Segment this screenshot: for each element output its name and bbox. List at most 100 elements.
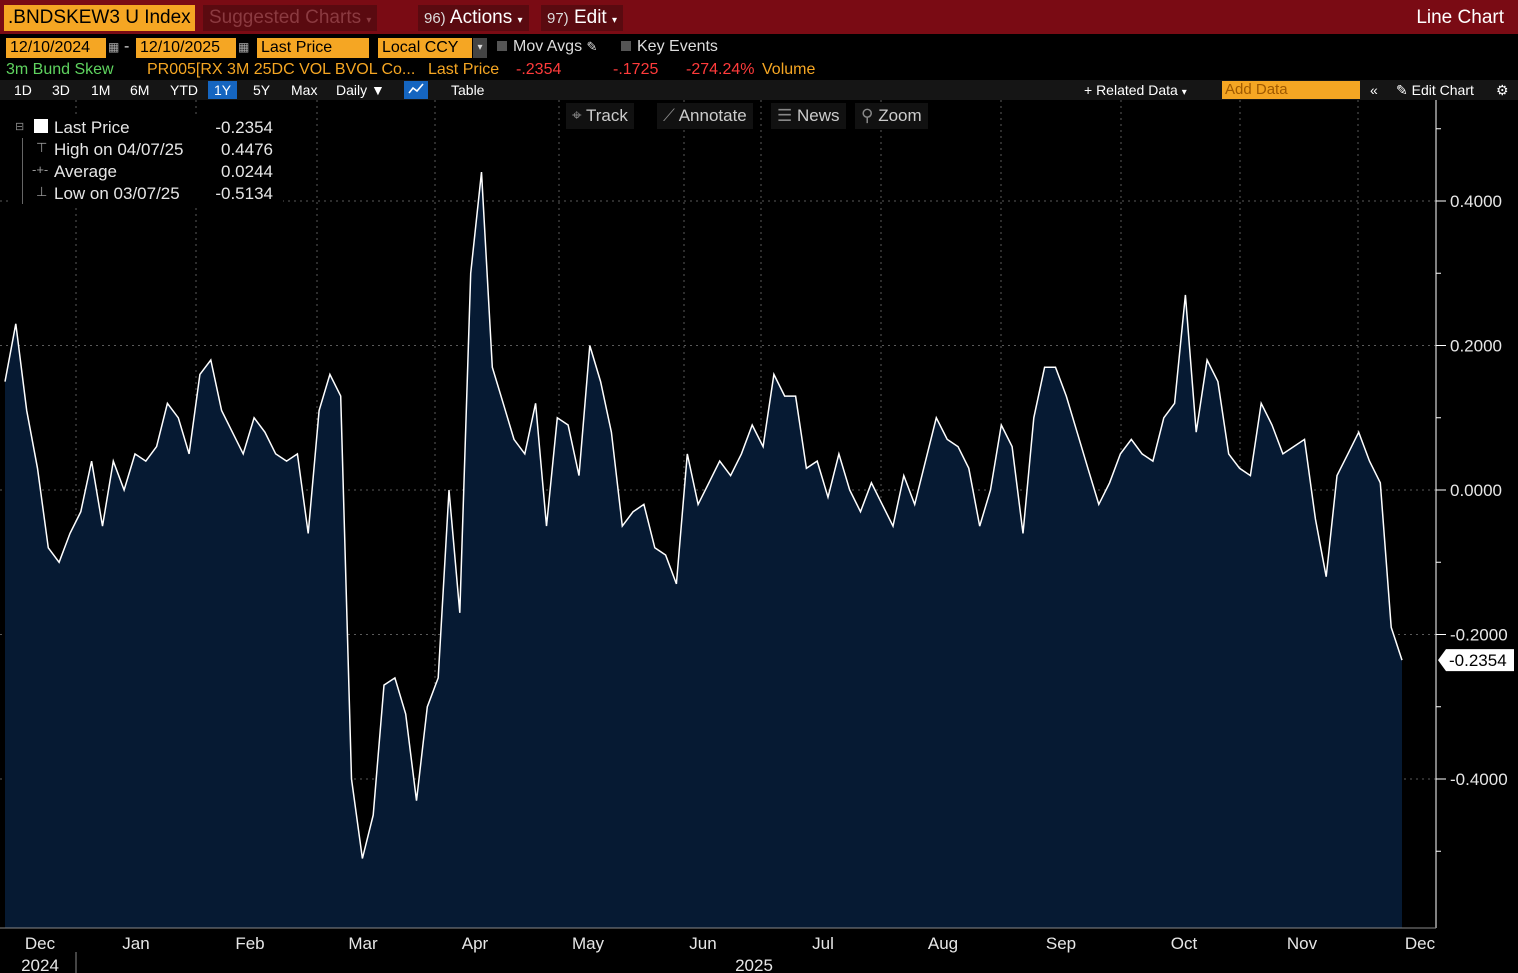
mov-avgs-toggle[interactable]: Mov Avgs ✎ bbox=[497, 37, 597, 57]
range-1m[interactable]: 1M bbox=[85, 81, 117, 99]
magnifier-icon: ⚲ bbox=[861, 106, 874, 125]
actions-number: 96) bbox=[424, 10, 446, 27]
last-value: -.2354 bbox=[516, 61, 562, 78]
annotate-tool[interactable]: ⟋ Annotate bbox=[657, 103, 753, 129]
x-tick-label: Apr bbox=[462, 934, 489, 953]
actions-label: Actions bbox=[449, 7, 513, 28]
low-marker-icon: ⊥ bbox=[36, 184, 48, 199]
key-events-toggle[interactable]: Key Events bbox=[621, 37, 718, 57]
collapse-icon[interactable]: ⊟ bbox=[15, 121, 25, 133]
currency-select[interactable]: Local CCY bbox=[378, 38, 472, 58]
x-tick-label: May bbox=[572, 934, 605, 953]
legend-last-label: Last Price bbox=[54, 118, 130, 137]
news-tool[interactable]: ☰ News bbox=[771, 103, 846, 129]
start-date-field[interactable]: 12/10/2024 bbox=[6, 38, 106, 58]
last-price-tag bbox=[1438, 649, 1514, 672]
legend-high-value: 0.4476 bbox=[221, 140, 273, 159]
series-swatch bbox=[34, 119, 48, 133]
key-events-label: Key Events bbox=[637, 38, 718, 55]
calendar-icon[interactable]: ▦ bbox=[238, 40, 250, 54]
range-1y[interactable]: 1Y bbox=[208, 81, 238, 99]
zoom-tool[interactable]: ⚲ Zoom bbox=[855, 103, 928, 129]
news-label: News bbox=[796, 106, 840, 125]
x-tick-label: Jun bbox=[689, 934, 716, 953]
annotate-icon: ⟋ bbox=[663, 106, 675, 125]
chart-legend: ⊟ ⊤ -+- ⊥ Last Price -0.2354 High on 04/… bbox=[8, 116, 283, 208]
actions-button[interactable]: 96) Actions ▾ bbox=[418, 5, 529, 31]
range-1d[interactable]: 1D bbox=[8, 81, 38, 99]
year-label: 2025 bbox=[735, 956, 773, 973]
price-area bbox=[5, 172, 1402, 929]
y-tick-label: 0.4000 bbox=[1450, 192, 1502, 211]
calendar-icon[interactable]: ▦ bbox=[108, 40, 120, 54]
y-tick-label: -0.4000 bbox=[1450, 770, 1508, 789]
security-name: 3m Bund Skew bbox=[6, 61, 114, 78]
year-label: 2024 bbox=[21, 956, 59, 973]
gear-icon[interactable]: ⚙ bbox=[1490, 81, 1515, 99]
security-field: Last Price bbox=[428, 61, 500, 78]
volume-label: Volume bbox=[762, 61, 816, 78]
high-marker-icon: ⊤ bbox=[36, 140, 48, 155]
field-select[interactable]: Last Price bbox=[257, 38, 369, 58]
range-5y[interactable]: 5Y bbox=[247, 81, 277, 99]
ticker-field[interactable]: .BNDSKEW3 U Index bbox=[4, 5, 195, 31]
x-tick-label: Feb bbox=[235, 934, 264, 953]
legend-avg-label: Average bbox=[54, 162, 118, 181]
crosshair-icon: ⌖ bbox=[572, 106, 582, 125]
annotate-label: Annotate bbox=[678, 106, 747, 125]
x-tick-label: Jul bbox=[812, 934, 834, 953]
net-change: -.1725 bbox=[613, 61, 659, 78]
pencil-icon: ✎ bbox=[586, 39, 598, 54]
zoom-label: Zoom bbox=[878, 106, 922, 125]
related-data-button[interactable]: + Related Data ▾ bbox=[1078, 81, 1193, 99]
edit-button[interactable]: 97) Edit ▾ bbox=[541, 5, 624, 31]
chevron-down-icon: ▼ bbox=[371, 82, 385, 98]
price-line bbox=[4, 172, 1403, 859]
chevron-down-icon: ▾ bbox=[1181, 87, 1187, 98]
end-date-field[interactable]: 12/10/2025 bbox=[136, 38, 236, 58]
x-tick-label: Aug bbox=[928, 934, 958, 953]
legend-last-value: -0.2354 bbox=[215, 118, 273, 137]
add-data-input[interactable]: Add Data bbox=[1222, 81, 1360, 99]
chevron-down-icon: ▾ bbox=[517, 15, 523, 26]
security-description[interactable]: PR005[RX 3M 25DC VOL BVOL Co... bbox=[147, 61, 416, 78]
edit-chart-button[interactable]: ✎ Edit Chart bbox=[1390, 81, 1480, 99]
line-chart-icon[interactable] bbox=[404, 81, 428, 99]
chevron-down-icon[interactable]: ▾ bbox=[473, 38, 487, 58]
edit-number: 97) bbox=[547, 10, 569, 27]
edit-chart-label: Edit Chart bbox=[1411, 82, 1474, 98]
range-6m[interactable]: 6M bbox=[124, 81, 156, 99]
range-3d[interactable]: 3D bbox=[46, 81, 76, 99]
checkbox-icon bbox=[621, 41, 631, 51]
legend-avg-value: 0.0244 bbox=[221, 162, 273, 181]
suggested-charts-label: Suggested Charts bbox=[209, 7, 362, 28]
legend-high-label: High on 04/07/25 bbox=[54, 140, 184, 159]
x-tick-label: Nov bbox=[1287, 934, 1318, 953]
mov-avgs-label: Mov Avgs bbox=[513, 38, 583, 55]
last-price-label: -0.2354 bbox=[1449, 651, 1507, 670]
y-tick-label: 0.0000 bbox=[1450, 481, 1502, 500]
track-label: Track bbox=[586, 106, 628, 125]
table-button[interactable]: Table bbox=[445, 81, 507, 99]
price-chart[interactable]: 0.40000.20000.0000-0.2000-0.4000-0.2354 … bbox=[0, 100, 1518, 973]
range-ytd[interactable]: YTD bbox=[164, 81, 204, 99]
x-tick-label: Jan bbox=[122, 934, 149, 953]
pct-change: -274.24% bbox=[686, 61, 755, 78]
x-tick-label: Dec bbox=[1405, 934, 1436, 953]
edit-label: Edit bbox=[573, 7, 607, 28]
x-tick-label: Mar bbox=[348, 934, 378, 953]
pencil-icon: ✎ bbox=[1396, 82, 1408, 98]
legend-low-value: -0.5134 bbox=[215, 184, 273, 203]
legend-low-label: Low on 03/07/25 bbox=[54, 184, 180, 203]
y-tick-label: 0.2000 bbox=[1450, 337, 1502, 356]
x-tick-label: Dec bbox=[25, 934, 56, 953]
related-data-label: + Related Data bbox=[1084, 82, 1178, 98]
frequency-label: Daily bbox=[336, 82, 368, 98]
frequency-select[interactable]: Daily ▼ bbox=[330, 81, 391, 99]
collapse-icon[interactable]: « bbox=[1364, 81, 1384, 99]
range-max[interactable]: Max bbox=[285, 81, 324, 99]
suggested-charts-button[interactable]: Suggested Charts ▾ bbox=[203, 5, 378, 31]
track-tool[interactable]: ⌖ Track bbox=[566, 103, 634, 129]
legend-tree-line bbox=[22, 138, 23, 204]
date-separator: - bbox=[124, 38, 130, 55]
